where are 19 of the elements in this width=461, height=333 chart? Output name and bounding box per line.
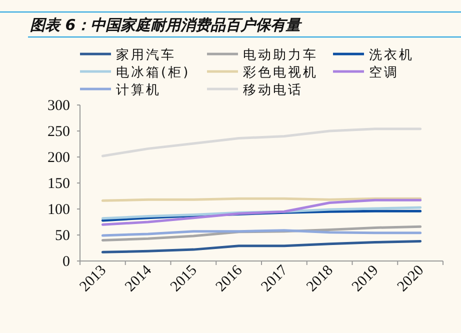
line-series	[101, 128, 422, 158]
y-tick-label: 200	[48, 150, 70, 166]
legend-label: 电冰箱(柜)	[116, 66, 190, 80]
line-series	[101, 198, 422, 226]
legend-label: 彩色电视机	[243, 66, 318, 80]
y-tick-label: 250	[48, 124, 70, 140]
y-tick-label: 150	[48, 176, 70, 192]
y-tick-label: 0	[62, 254, 70, 270]
legend-label: 家用汽车	[116, 47, 176, 63]
legend-label: 移动电话	[243, 83, 303, 98]
legend-label: 电动助力车	[243, 48, 318, 63]
y-tick-label: 300	[48, 98, 70, 114]
legend-label: 计算机	[116, 83, 161, 98]
chart-title: 图表 6：中国家庭耐用消费品百户保有量	[30, 16, 303, 34]
y-tick-label: 100	[48, 202, 70, 218]
legend-label: 空调	[369, 66, 399, 80]
y-tick-label: 50	[55, 228, 70, 244]
legend-label: 洗衣机	[369, 48, 414, 63]
line-series	[101, 240, 422, 254]
